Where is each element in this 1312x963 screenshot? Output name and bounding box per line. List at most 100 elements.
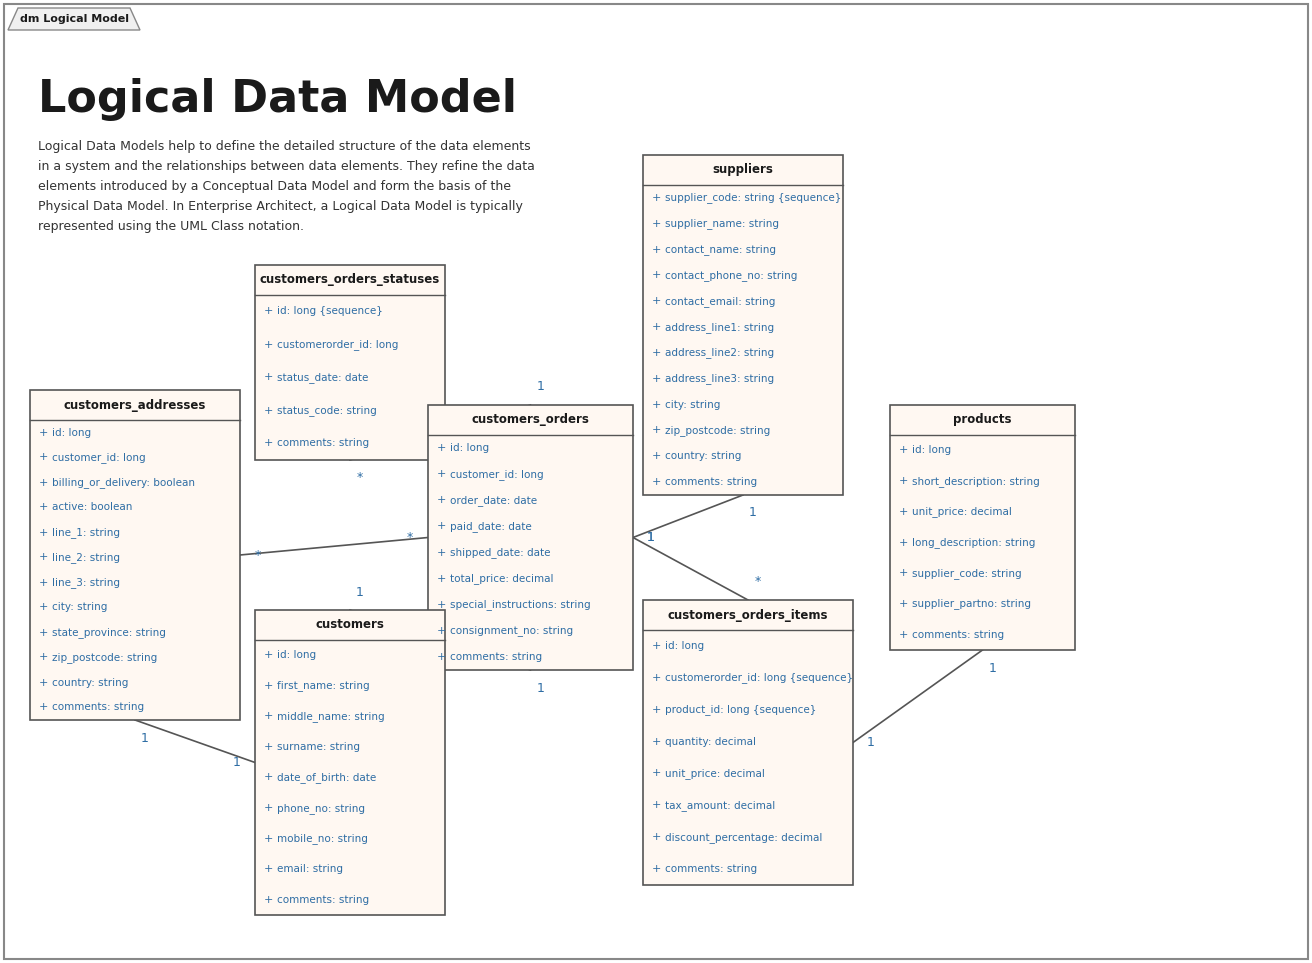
Text: comments: string: comments: string	[52, 702, 144, 713]
Text: +: +	[652, 374, 661, 383]
Text: shipped_date: date: shipped_date: date	[450, 547, 551, 558]
Text: comments: string: comments: string	[665, 477, 757, 487]
Text: contact_phone_no: string: contact_phone_no: string	[665, 270, 798, 281]
Text: +: +	[437, 495, 446, 506]
Text: +: +	[899, 630, 908, 639]
Text: 1: 1	[749, 507, 757, 519]
Bar	[643, 600, 853, 885]
Text: special_instructions: string: special_instructions: string	[450, 599, 590, 611]
Text: zip_postcode: string: zip_postcode: string	[665, 425, 770, 436]
Text: line_1: string: line_1: string	[52, 527, 119, 538]
Text: +: +	[652, 400, 661, 409]
Text: +: +	[652, 426, 661, 435]
Text: 1: 1	[537, 682, 544, 694]
Text: +: +	[264, 772, 273, 783]
Text: date_of_birth: date: date_of_birth: date	[277, 772, 377, 783]
Text: consignment_no: string: consignment_no: string	[450, 625, 573, 637]
Text: +: +	[264, 681, 273, 690]
Text: dm Logical Model: dm Logical Model	[20, 14, 129, 24]
Text: +: +	[437, 548, 446, 558]
Text: id: long {sequence}: id: long {sequence}	[277, 306, 383, 317]
Text: 1: 1	[356, 586, 363, 598]
Text: +: +	[652, 452, 661, 461]
Text: line_2: string: line_2: string	[52, 552, 119, 563]
Text: +: +	[264, 834, 273, 844]
Text: 1: 1	[647, 531, 655, 544]
Text: +: +	[652, 864, 661, 874]
Text: address_line1: string: address_line1: string	[665, 322, 774, 332]
Text: country: string: country: string	[52, 678, 129, 688]
Text: customer_id: long: customer_id: long	[450, 469, 543, 480]
Text: billing_or_delivery: boolean: billing_or_delivery: boolean	[52, 477, 195, 488]
Text: supplier_name: string: supplier_name: string	[665, 219, 779, 229]
Text: email: string: email: string	[277, 864, 342, 874]
Text: address_line3: string: address_line3: string	[665, 374, 774, 384]
Text: +: +	[899, 476, 908, 486]
Text: status_date: date: status_date: date	[277, 372, 369, 383]
Text: +: +	[264, 895, 273, 904]
Text: id: long: id: long	[277, 650, 316, 661]
Text: id: long: id: long	[665, 641, 705, 651]
Text: +: +	[437, 443, 446, 453]
Bar	[428, 405, 632, 670]
Text: +: +	[652, 641, 661, 651]
Text: paid_date: date: paid_date: date	[450, 521, 531, 532]
Text: 1: 1	[988, 662, 996, 674]
Text: mobile_no: string: mobile_no: string	[277, 833, 367, 844]
Text: total_price: decimal: total_price: decimal	[450, 573, 554, 585]
Text: Logical Data Model: Logical Data Model	[38, 78, 517, 121]
Text: +: +	[39, 603, 49, 612]
Text: +: +	[652, 800, 661, 810]
Text: +: +	[39, 578, 49, 587]
Text: +: +	[264, 742, 273, 752]
Text: +: +	[652, 271, 661, 280]
Text: line_3: string: line_3: string	[52, 577, 119, 588]
Text: contact_email: string: contact_email: string	[665, 296, 775, 306]
Text: unit_price: decimal: unit_price: decimal	[912, 507, 1012, 517]
Text: +: +	[652, 245, 661, 254]
Text: +: +	[899, 568, 908, 578]
Text: customers_orders: customers_orders	[471, 413, 589, 427]
Text: +: +	[39, 453, 49, 462]
Text: supplier_code: string: supplier_code: string	[912, 568, 1022, 579]
Text: +: +	[437, 574, 446, 584]
Text: +: +	[264, 405, 273, 415]
Text: +: +	[264, 712, 273, 721]
Text: id: long: id: long	[52, 428, 91, 437]
Text: customers_addresses: customers_addresses	[64, 399, 206, 411]
Text: +: +	[437, 469, 446, 480]
Text: +: +	[39, 428, 49, 437]
Text: supplier_code: string {sequence}: supplier_code: string {sequence}	[665, 193, 841, 203]
Text: +: +	[437, 600, 446, 610]
Text: id: long: id: long	[450, 443, 489, 453]
Text: Logical Data Models help to define the detailed structure of the data elements
i: Logical Data Models help to define the d…	[38, 140, 535, 233]
Text: contact_name: string: contact_name: string	[665, 245, 775, 255]
Text: +: +	[652, 477, 661, 487]
Text: +: +	[899, 445, 908, 455]
Text: 1: 1	[234, 756, 241, 769]
Text: customerorder_id: long: customerorder_id: long	[277, 339, 399, 350]
Bar	[255, 265, 445, 460]
Text: +: +	[437, 521, 446, 532]
Text: +: +	[652, 219, 661, 229]
Text: +: +	[264, 650, 273, 661]
Text: first_name: string: first_name: string	[277, 681, 370, 691]
Text: city: string: city: string	[52, 603, 108, 612]
Text: +: +	[437, 652, 446, 662]
Text: +: +	[652, 673, 661, 683]
Text: customers_orders_items: customers_orders_items	[668, 609, 828, 621]
Text: 1: 1	[867, 736, 875, 749]
Text: 1: 1	[647, 531, 655, 544]
Text: +: +	[39, 553, 49, 562]
Bar	[255, 610, 445, 915]
Text: active: boolean: active: boolean	[52, 503, 133, 512]
Text: *: *	[357, 472, 363, 484]
Text: +: +	[652, 832, 661, 843]
Polygon shape	[8, 8, 140, 30]
Text: +: +	[264, 306, 273, 317]
Text: status_code: string: status_code: string	[277, 405, 377, 416]
Text: products: products	[954, 413, 1012, 427]
Text: +: +	[652, 737, 661, 746]
Text: +: +	[652, 297, 661, 306]
Text: id: long: id: long	[912, 445, 951, 455]
